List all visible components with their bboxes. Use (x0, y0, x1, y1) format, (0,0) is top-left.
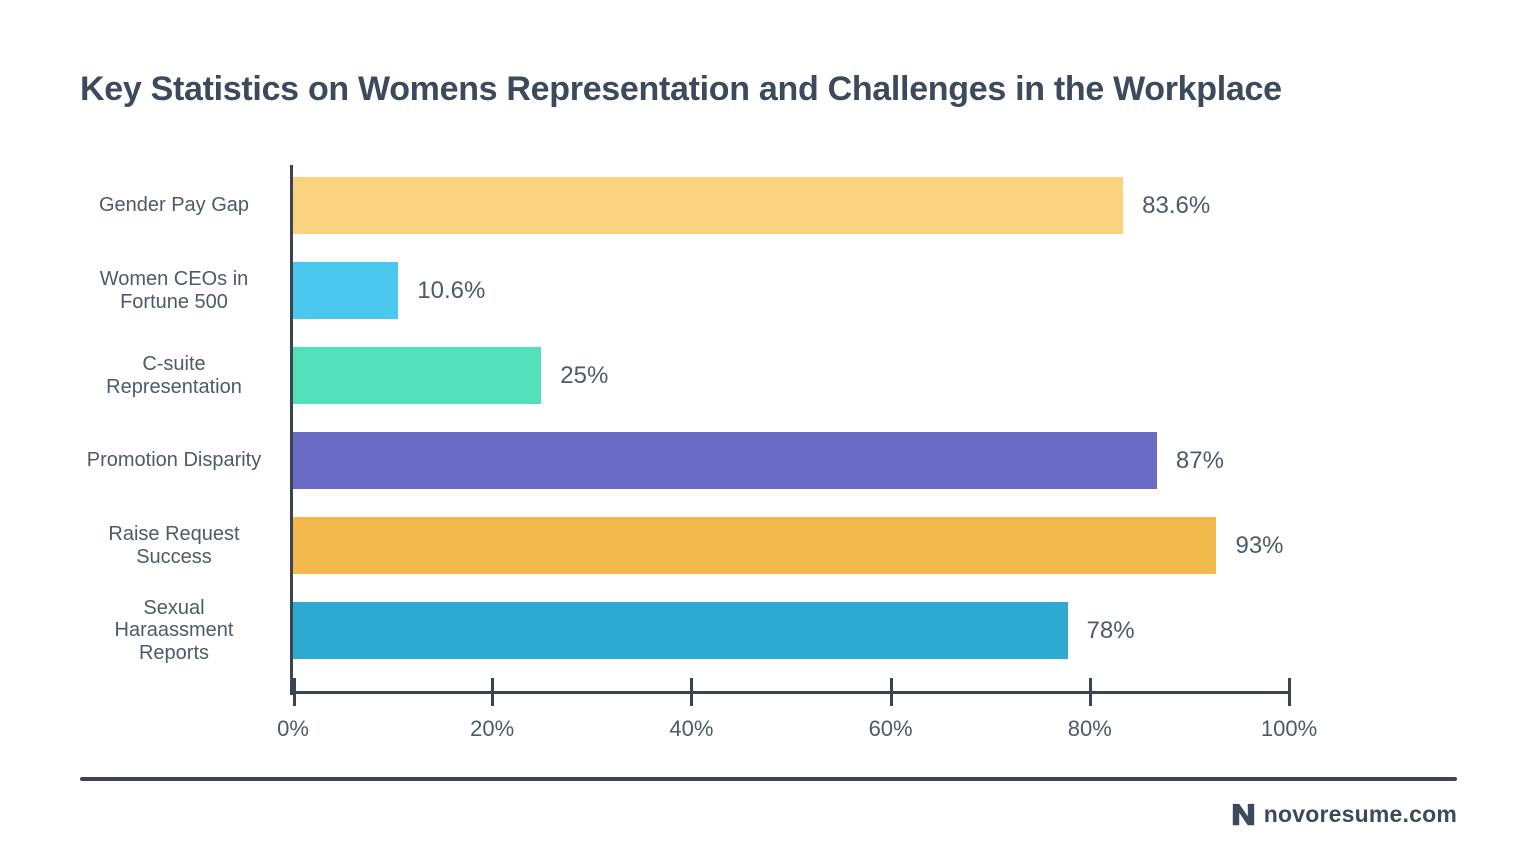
footer-divider (80, 777, 1457, 781)
bar-track: 93% (293, 517, 1286, 574)
x-axis-tick-labels: 0% 20% 40% 60% 80% 100% (277, 716, 1317, 746)
x-tick-label: 60% (868, 716, 913, 741)
bar-row-gender-pay-gap: Gender Pay Gap 83.6% (60, 177, 1500, 234)
category-label: C-suite Representation (106, 353, 242, 398)
x-axis-tick (690, 678, 694, 706)
category-label: Women CEOs in Fortune 500 (99, 268, 249, 313)
bar-value-label: 25% (560, 361, 609, 389)
bar-rows: Gender Pay Gap 83.6% Women CEOs in Fortu… (60, 177, 1500, 687)
bar-gender-pay-gap (293, 177, 1124, 234)
x-axis-tick (889, 678, 893, 706)
bar-row-c-suite: C-suite Representation 25% (60, 347, 1500, 404)
footer-brand: novoresume.com (1230, 801, 1457, 828)
bar-row-women-ceos: Women CEOs in Fortune 500 10.6% (60, 262, 1500, 319)
x-tick-label: 0% (277, 716, 309, 741)
x-axis-tick (1288, 678, 1291, 706)
chart-title: Key Statistics on Womens Representation … (80, 70, 1282, 108)
x-axis-tick (293, 678, 296, 706)
brand-name: novoresume.com (1263, 801, 1457, 827)
x-axis-tick (1088, 678, 1092, 706)
bar-track: 83.6% (293, 177, 1286, 234)
x-axis (293, 678, 1291, 706)
bar-row-raise-request: Raise Request Success 93% (60, 517, 1500, 574)
category-label: Gender Pay Gap (98, 194, 250, 217)
bar-value-label: 78% (1086, 616, 1135, 644)
bar-row-harassment-reports: Sexual Haraassment Reports 78% (60, 597, 1500, 664)
x-tick-label: 80% (1067, 716, 1112, 741)
y-axis-line (290, 165, 293, 695)
bar-row-promotion-disparity: Promotion Disparity 87% (60, 432, 1500, 489)
x-tick-label: 40% (669, 716, 714, 741)
bar-value-label: 87% (1175, 446, 1224, 474)
bar-value-label: 83.6% (1142, 191, 1211, 219)
x-axis-tick (491, 678, 495, 706)
bar-c-suite (293, 347, 542, 404)
bar-track: 10.6% (293, 262, 1286, 319)
category-label: Raise Request Success (108, 523, 240, 568)
bar-track: 78% (293, 602, 1286, 659)
bar-track: 87% (293, 432, 1286, 489)
bar-harassment-reports (293, 602, 1068, 659)
x-tick-label: 20% (470, 716, 515, 741)
bar-value-label: 10.6% (417, 276, 486, 304)
novoresume-n-icon (1232, 803, 1254, 826)
category-label: Promotion Disparity (86, 449, 262, 472)
bar-raise-request (293, 517, 1217, 574)
x-tick-label: 100% (1260, 716, 1318, 741)
bar-women-ceos (293, 262, 399, 319)
bar-promotion-disparity (293, 432, 1157, 489)
bar-track: 25% (293, 347, 1286, 404)
x-axis-line (293, 691, 1291, 694)
bar-chart: Gender Pay Gap 83.6% Women CEOs in Fortu… (60, 165, 1500, 765)
category-label: Sexual Haraassment Reports (114, 596, 234, 664)
bar-value-label: 93% (1235, 531, 1284, 559)
